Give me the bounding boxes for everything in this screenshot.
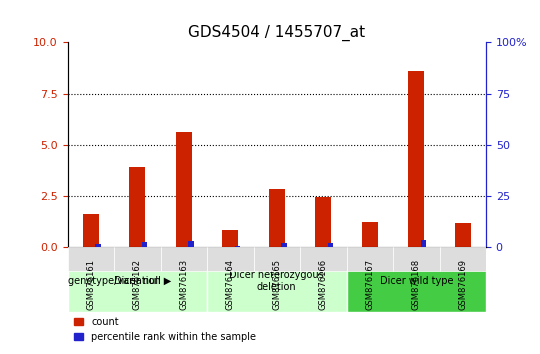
Bar bbox=[207, 247, 253, 271]
Legend: count, percentile rank within the sample: count, percentile rank within the sample bbox=[70, 313, 260, 346]
Bar bbox=[300, 247, 347, 271]
Bar bbox=[235, 246, 240, 247]
Bar bbox=[114, 247, 160, 271]
Bar bbox=[408, 71, 424, 247]
Text: Dicer wild type: Dicer wild type bbox=[380, 276, 453, 286]
Text: GSM876164: GSM876164 bbox=[226, 259, 235, 310]
Bar bbox=[222, 229, 238, 247]
Bar bbox=[68, 247, 114, 271]
Bar bbox=[455, 223, 471, 247]
Bar bbox=[393, 247, 440, 271]
Text: Dicer heterozygous
deletion: Dicer heterozygous deletion bbox=[230, 270, 324, 292]
Bar bbox=[362, 222, 378, 247]
Bar bbox=[268, 189, 285, 247]
Text: genotype/variation ▶: genotype/variation ▶ bbox=[69, 276, 172, 286]
FancyBboxPatch shape bbox=[347, 254, 486, 312]
Bar bbox=[440, 247, 486, 271]
Bar bbox=[141, 242, 147, 247]
Bar bbox=[188, 241, 194, 247]
Text: GSM876167: GSM876167 bbox=[365, 259, 374, 310]
Text: GSM876166: GSM876166 bbox=[319, 259, 328, 310]
Bar bbox=[176, 132, 192, 247]
Text: GSM876162: GSM876162 bbox=[133, 259, 141, 310]
Text: GSM876168: GSM876168 bbox=[412, 259, 421, 310]
Bar bbox=[315, 197, 332, 247]
Text: GSM876163: GSM876163 bbox=[179, 259, 188, 310]
Text: GSM876165: GSM876165 bbox=[272, 259, 281, 310]
Bar bbox=[95, 245, 101, 247]
FancyBboxPatch shape bbox=[68, 254, 207, 312]
FancyBboxPatch shape bbox=[207, 254, 347, 312]
Text: GSM876169: GSM876169 bbox=[458, 259, 467, 310]
Bar bbox=[253, 247, 300, 271]
Bar bbox=[83, 214, 99, 247]
Text: Dicer null: Dicer null bbox=[114, 276, 161, 286]
Bar bbox=[129, 167, 145, 247]
Bar bbox=[160, 247, 207, 271]
Text: GSM876161: GSM876161 bbox=[86, 259, 95, 310]
Bar bbox=[347, 247, 393, 271]
Bar bbox=[281, 243, 287, 247]
Bar bbox=[421, 240, 427, 247]
Title: GDS4504 / 1455707_at: GDS4504 / 1455707_at bbox=[188, 25, 366, 41]
Bar bbox=[328, 244, 333, 247]
